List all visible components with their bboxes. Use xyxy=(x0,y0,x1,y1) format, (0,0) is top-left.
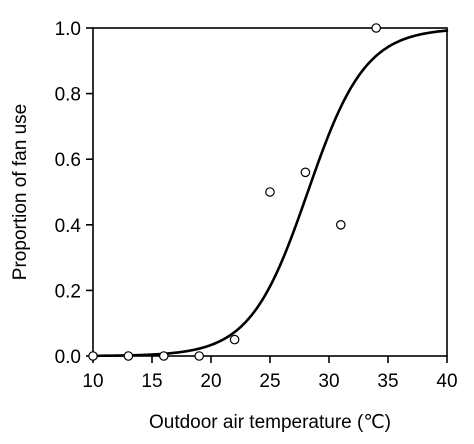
x-tick-label: 30 xyxy=(318,371,339,392)
data-point xyxy=(123,351,134,361)
x-tick-label: 20 xyxy=(200,371,221,392)
x-axis-ticks: 10 15 20 25 30 35 40 xyxy=(82,356,458,392)
x-tick-label: 15 xyxy=(141,371,162,392)
y-tick-label: 0.6 xyxy=(55,150,81,171)
x-axis-title: Outdoor air temperature (℃) xyxy=(149,412,391,433)
data-point xyxy=(229,334,240,345)
data-point xyxy=(88,351,98,361)
y-tick-label: 0.4 xyxy=(55,216,82,237)
data-point xyxy=(300,167,311,178)
fitted-curve-layer xyxy=(91,29,449,358)
y-axis-ticks: 0.0 0.2 0.4 0.6 0.8 1.0 xyxy=(55,19,93,368)
x-tick-label: 35 xyxy=(377,371,398,392)
y-tick-label: 0.0 xyxy=(55,347,81,368)
data-points-layer xyxy=(88,23,381,361)
y-axis-title: Proportion of fan use xyxy=(10,104,31,280)
data-point xyxy=(265,187,275,197)
data-point xyxy=(194,351,204,361)
data-point xyxy=(159,351,169,361)
data-point xyxy=(335,220,346,230)
x-tick-label: 25 xyxy=(259,371,280,392)
data-point xyxy=(371,23,381,33)
y-tick-label: 0.8 xyxy=(55,85,81,106)
y-tick-label: 0.2 xyxy=(55,281,81,302)
y-tick-label: 1.0 xyxy=(55,19,81,40)
x-tick-label: 10 xyxy=(82,371,103,392)
x-tick-label: 40 xyxy=(436,371,457,392)
logistic-fit-line xyxy=(91,29,449,358)
